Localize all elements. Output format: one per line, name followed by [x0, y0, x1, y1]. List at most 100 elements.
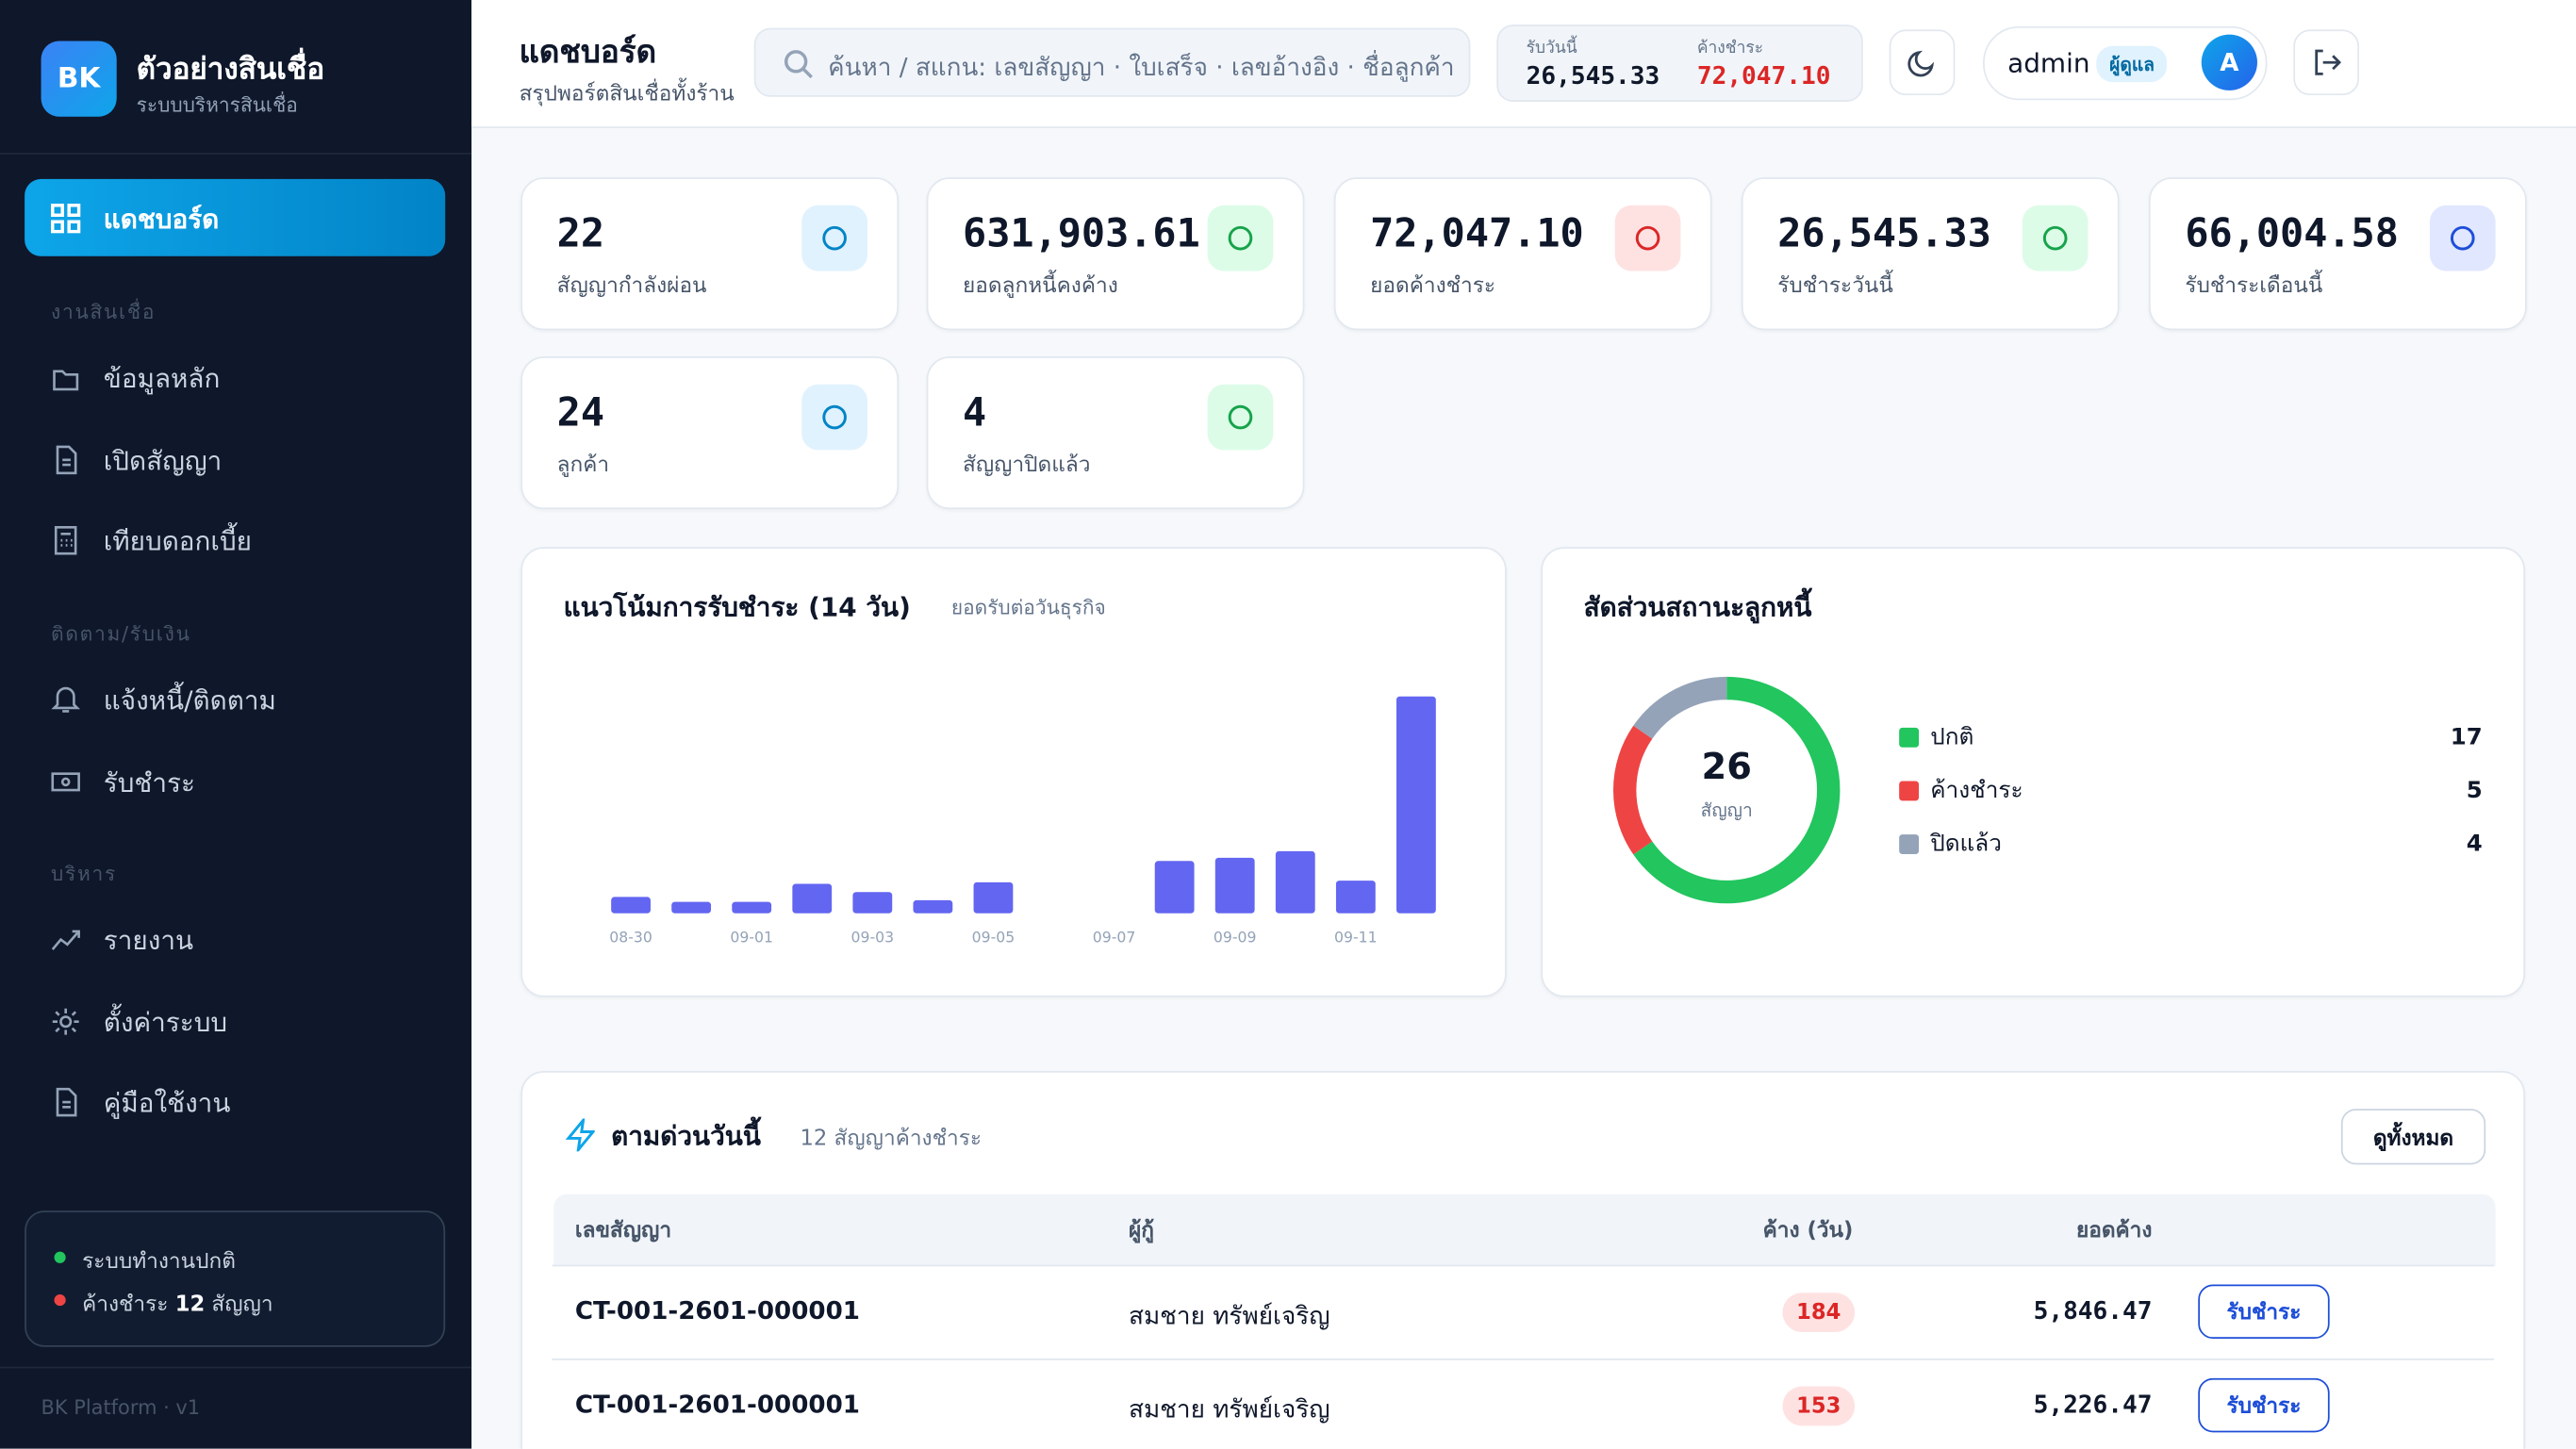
nav-section: บริหาร: [51, 862, 117, 886]
bar: [1395, 696, 1436, 914]
icon: [1635, 225, 1660, 251]
icon: [51, 204, 81, 234]
footer: BK Platform · v1: [41, 1395, 201, 1420]
bar: [852, 892, 893, 914]
x-tick-label: 09-01: [730, 928, 773, 946]
kpi-card: 4 สัญญาปิดแล้ว: [926, 356, 1305, 510]
legend-value: 17: [2451, 722, 2483, 749]
kpi-label: รับชำระวันนี้: [1777, 273, 1893, 300]
column-header: ค้าง (วัน): [1762, 1218, 1854, 1243]
bar: [1214, 857, 1255, 914]
pay-button[interactable]: รับชำระ: [2198, 1377, 2330, 1433]
sidebar: BK ตัวอย่างสินเชื่อ ระบบบริหารสินเชื่อ แ…: [0, 0, 472, 1449]
icon: [54, 525, 77, 555]
kpi-card: 72,047.10 ยอดค้างชำระ: [1333, 177, 1712, 331]
avatar: A: [2201, 34, 2257, 91]
legend-swatch: [1899, 834, 1920, 855]
t: สัญญา: [211, 1293, 273, 1318]
kpi-label: รับชำระเดือนนี้: [2185, 273, 2323, 300]
donut-segment: [1612, 725, 1653, 855]
amount: 5,226.47: [2033, 1390, 2153, 1420]
page-title: แดชบอร์ด: [519, 34, 657, 71]
urgent-card: ตามด่วนวันนี้ 12 สัญญาค้างชำระ ดูทั้งหมด: [520, 1071, 2525, 1449]
nav-item[interactable]: รายงาน: [103, 924, 194, 957]
t: ค้างชำระ: [82, 1293, 169, 1318]
nav-item[interactable]: แจ้งหนี้/ติดตาม: [103, 684, 276, 716]
legend-swatch: [1899, 727, 1920, 748]
role: ผู้ดูแล: [2096, 45, 2168, 83]
nav-section: งานสินเชื่อ: [51, 300, 157, 324]
chart-title: แนวโน้มการรับชำระ (14 วัน): [563, 591, 911, 623]
kpi-card: 631,903.61 ยอดลูกหนี้คงค้าง: [926, 177, 1305, 331]
search[interactable]: ค้นหา / สแกน: เลขสัญญา · ใบเสร็จ · เลขอ้…: [753, 27, 1471, 97]
icon: [784, 50, 813, 79]
kpi-icon: [801, 205, 867, 272]
x-tick-label: 09-05: [972, 928, 1016, 946]
bar: [973, 881, 1014, 914]
icon-path: [51, 771, 80, 791]
kpi-icon: [1207, 205, 1274, 272]
nav-item[interactable]: ข้อมูลหลัก: [103, 363, 221, 395]
value: 26,545.33: [1526, 60, 1660, 91]
donut-total: 26: [1702, 746, 1752, 788]
dot: [54, 1251, 66, 1263]
nav-item[interactable]: เทียบดอกเบี้ย: [103, 525, 252, 557]
icon-path: [52, 1007, 79, 1034]
borrower: สมชาย ทรัพย์เจริญ: [1128, 1300, 1330, 1331]
section-title: ตามด่วนวันนี้: [611, 1120, 761, 1152]
nav-item[interactable]: รับชำระ: [103, 766, 195, 798]
icon: [52, 1007, 79, 1034]
icon: [56, 444, 77, 474]
nav-item[interactable]: ตั้งค่าระบบ: [103, 1006, 228, 1038]
contract-id: CT-001-2601-000001: [574, 1295, 860, 1326]
row-divider: [552, 1264, 2494, 1267]
bar: [732, 901, 772, 914]
kpi-card: 66,004.58 รับชำระเดือนนี้: [2148, 177, 2527, 331]
theme-button[interactable]: [1889, 29, 1956, 96]
bar: [1154, 861, 1195, 914]
section-subtitle: 12 สัญญาค้างชำระ: [800, 1127, 983, 1152]
nav-item[interactable]: คู่มือใช้งาน: [103, 1087, 231, 1119]
logout-button[interactable]: [2293, 29, 2360, 96]
kpi-label: สัญญากำลังผ่อน: [556, 273, 707, 300]
bar: [671, 901, 712, 914]
table-header: [553, 1194, 2496, 1267]
icon: [51, 930, 80, 950]
view-all-button[interactable]: ดูทั้งหมด: [2340, 1109, 2486, 1165]
icon: [1907, 50, 1935, 77]
pay-button[interactable]: รับชำระ: [2198, 1284, 2330, 1340]
nav-label: แดชบอร์ด: [103, 204, 220, 236]
x-tick-label: 09-03: [851, 928, 895, 946]
status: ค้างชำระ 12 สัญญา: [82, 1286, 272, 1321]
icon-path: [51, 686, 81, 713]
nav-item[interactable]: เปิดสัญญา: [103, 444, 223, 476]
label: รับวันนี้: [1526, 39, 1577, 58]
bar: [792, 883, 833, 914]
icon: [822, 404, 847, 430]
legend-value: 5: [2467, 776, 2483, 803]
kpi-icon: [801, 384, 867, 451]
icon: [2315, 49, 2341, 75]
status: ระบบทำงานปกติ: [82, 1249, 236, 1276]
kpi-label: ยอดค้างชำระ: [1370, 273, 1496, 300]
bar: [611, 897, 651, 914]
kpi-value: 4: [963, 388, 987, 436]
legend-value: 4: [2467, 830, 2483, 857]
username: admin: [2007, 47, 2090, 79]
icon: [2450, 225, 2475, 251]
icon-path: [51, 930, 80, 950]
icon: [2042, 225, 2068, 251]
legend-label: ค้างชำระ: [1930, 776, 2023, 803]
kpi-value: 22: [556, 210, 605, 256]
bar: [913, 899, 953, 914]
days-overdue: 184: [1782, 1293, 1856, 1333]
nav-active[interactable]: แดชบอร์ด: [25, 178, 446, 256]
donut-segment: [1633, 676, 1727, 739]
label: ค้างชำระ: [1696, 39, 1764, 58]
icon: [822, 225, 847, 251]
user-pill[interactable]: admin ผู้ดูแล A: [1983, 25, 2268, 101]
icon: [565, 1118, 595, 1152]
contract-id: CT-001-2601-000001: [574, 1390, 860, 1420]
icon: [1228, 225, 1253, 251]
column-header: เลขสัญญา: [574, 1218, 672, 1243]
